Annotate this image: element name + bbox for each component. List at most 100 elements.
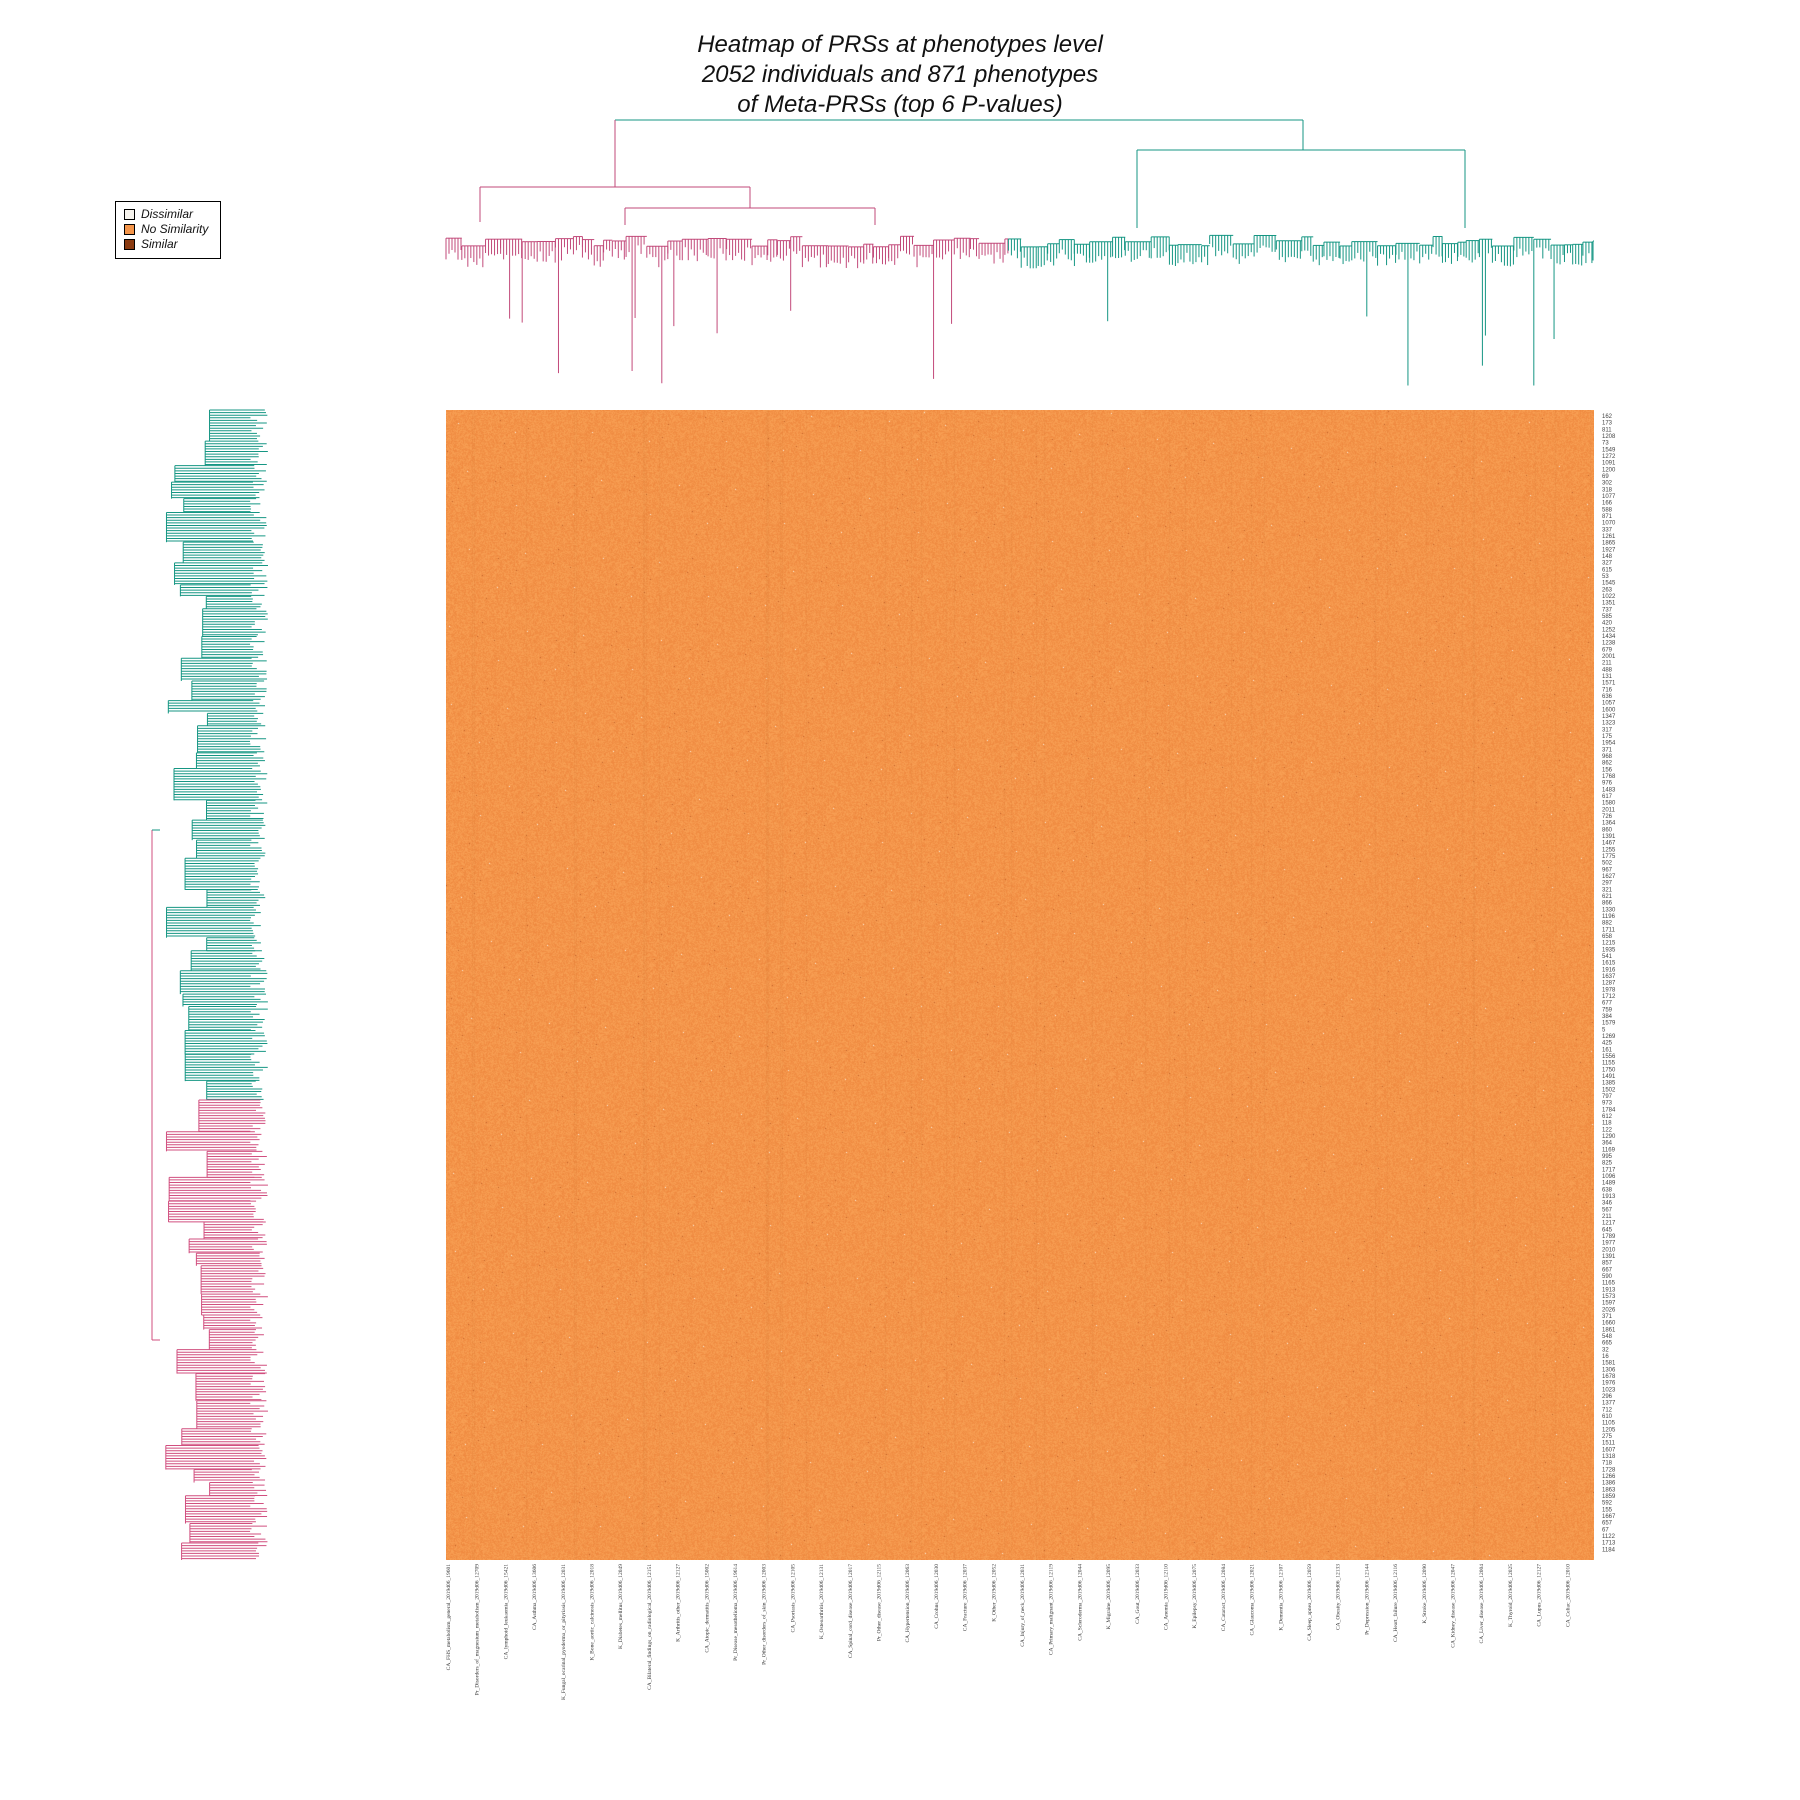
row-tick-label: 1597: [1602, 1301, 1616, 1307]
row-tick-label: 5: [1602, 1027, 1606, 1033]
row-tick-label: 548: [1602, 1334, 1613, 1340]
row-tick-label: 541: [1602, 954, 1613, 960]
column-tick-label: CA_Bilateral_findings_on_radiological_20…: [646, 1564, 653, 1690]
row-tick-label: 1330: [1602, 907, 1616, 913]
row-tick-label: 592: [1602, 1501, 1613, 1507]
row-tick-label: 1205: [1602, 1427, 1616, 1433]
column-tick-label: CA_FHS_metabolism_general_2019d06_19601: [446, 1564, 452, 1671]
column-tick-label: CA_Atopic_dermatitis_2019d06_15002: [704, 1564, 710, 1653]
row-tick-label: 1323: [1602, 721, 1616, 727]
row-tick-label: 1096: [1602, 1174, 1616, 1180]
row-tick-label: 1318: [1602, 1454, 1616, 1460]
row-tick-label: 1913: [1602, 1287, 1616, 1293]
row-tick-label: 2011: [1602, 807, 1616, 813]
row-tick-label: 811: [1602, 427, 1612, 433]
column-tick-label: CA_Spinal_cord_disease_2019d06_12017: [848, 1564, 854, 1658]
row-tick-label: 621: [1602, 894, 1613, 900]
row-tick-label: 1861: [1602, 1327, 1616, 1333]
row-tick-label: 1287: [1602, 981, 1616, 987]
column-tick-label: CA_Heart_failure_2019d06_12116: [1392, 1564, 1399, 1642]
row-tick-label: 1266: [1602, 1474, 1616, 1480]
row-tick-label: 1022: [1602, 594, 1616, 600]
row-tick-label: 1954: [1602, 741, 1616, 747]
legend-label-similar: Similar: [141, 237, 178, 251]
column-tick-label: K_Epilepsy_2019d06_12075: [1192, 1564, 1198, 1629]
row-tick-label: 567: [1602, 1207, 1613, 1213]
row-tick-label: 862: [1602, 761, 1613, 767]
row-tick-label: 1976: [1602, 1381, 1616, 1387]
row-tick-label: 657: [1602, 1521, 1613, 1527]
row-tick-label: 612: [1602, 1114, 1613, 1120]
row-tick-label: 1255: [1602, 847, 1616, 853]
row-tick-label: 1859: [1602, 1494, 1616, 1500]
column-tick-label: K_Diabetes_mellitus_2019d06_12049: [618, 1564, 624, 1649]
row-tick-label: 712: [1602, 1407, 1613, 1413]
row-tick-label: 1573: [1602, 1294, 1616, 1300]
column-tick-label: K_Thyroid_2019d06_12025: [1508, 1564, 1514, 1627]
row-tick-label: 118: [1602, 1121, 1612, 1127]
row-tick-label: 1784: [1602, 1107, 1616, 1113]
row-tick-label: 1711: [1602, 927, 1616, 933]
column-tick-label: K_Dementia_2019d06_12107: [1278, 1564, 1284, 1631]
row-tick-label: 737: [1602, 607, 1613, 613]
row-tick-label: 866: [1602, 901, 1613, 907]
chart-subtitle-line-1: 2052 individuals and 871 phenotypes: [701, 61, 1099, 88]
row-tick-label: 1667: [1602, 1514, 1616, 1520]
column-tick-label: CA_Injury_of_neck_2019d06_12031: [1019, 1564, 1026, 1647]
column-tick-label: Pr_Depression_2019d06_12144: [1364, 1564, 1370, 1635]
row-tick-label: 882: [1602, 921, 1613, 927]
row-tick-label: 1913: [1602, 1194, 1616, 1200]
row-tick-label: 973: [1602, 1101, 1613, 1107]
row-tick-label: 321: [1602, 887, 1613, 893]
row-tick-label: 67: [1602, 1527, 1609, 1533]
row-tick-label: 32: [1602, 1347, 1609, 1353]
row-tick-label: 131: [1602, 674, 1613, 680]
row-tick-label: 1208: [1602, 434, 1616, 440]
row-tick-label: 1155: [1602, 1061, 1616, 1067]
row-tick-label: 677: [1602, 1001, 1613, 1007]
row-tick-label: 871: [1602, 514, 1613, 520]
column-tick-label: CA_Lupus_2019d06_12127: [1537, 1564, 1543, 1627]
row-tick-label: 679: [1602, 647, 1613, 653]
row-tick-label: 1165: [1602, 1281, 1616, 1287]
row-tick-label: 296: [1602, 1394, 1613, 1400]
row-tick-label: 1927: [1602, 547, 1616, 553]
row-tick-label: 1511: [1602, 1441, 1616, 1447]
column-tick-label: Pr_Other_disease_2019d06_12115: [877, 1564, 883, 1641]
row-tick-label: 1434: [1602, 634, 1616, 640]
row-tick-label: 667: [1602, 1267, 1613, 1273]
row-tick-label: 318: [1602, 487, 1613, 493]
row-tick-label: 2026: [1602, 1307, 1616, 1313]
column-tick-label: K_Fungal_ocarinal_pyoderma_or_pityriasis…: [561, 1564, 567, 1700]
column-tick-label: CA_Anemia_2019d06_12110: [1164, 1564, 1170, 1630]
row-tick-label: 1215: [1602, 941, 1616, 947]
row-tick-label: 1728: [1602, 1467, 1616, 1473]
row-tick-label: 263: [1602, 587, 1613, 593]
row-tick-label: 585: [1602, 614, 1613, 620]
row-tick-label: 1290: [1602, 1134, 1616, 1140]
column-tick-label: CA_Glaucoma_2019d06_12021: [1250, 1564, 1256, 1636]
row-dendrogram: [151, 409, 268, 1560]
row-tick-label: 1122: [1602, 1534, 1616, 1540]
row-tick-label: 968: [1602, 754, 1613, 760]
column-tick-label: CA_Asthma_2019d06_13606: [532, 1564, 538, 1630]
row-tick-label: 166: [1602, 501, 1613, 507]
column-tick-label: Pr_Disorders_of_magnesium_metabolism_201…: [474, 1564, 481, 1696]
column-tick-label: CA_Cataract_2019d06_12084: [1221, 1564, 1227, 1631]
row-tick-label: 797: [1602, 1094, 1613, 1100]
column-tick-label: CA_Liver_disease_2019d06_12004: [1479, 1564, 1485, 1644]
row-tick-label: 1935: [1602, 947, 1616, 953]
row-tick-label: 53: [1602, 574, 1609, 580]
row-tick-label: 1364: [1602, 821, 1616, 827]
column-tick-label: CA_Hypertension_2019d06_12063: [905, 1564, 911, 1643]
row-tick-label: 860: [1602, 827, 1613, 833]
column-tick-label: Pr_Disease_mesothelioma_2019d06_19614: [733, 1564, 739, 1661]
row-tick-label: 2001: [1602, 654, 1616, 660]
row-tick-label: 1637: [1602, 974, 1616, 980]
row-tick-label: 1545: [1602, 581, 1616, 587]
row-tick-label: 162: [1602, 414, 1613, 420]
row-tick-label: 1916: [1602, 967, 1616, 973]
row-tick-label: 1579: [1602, 1021, 1616, 1027]
row-tick-label: 1217: [1602, 1221, 1616, 1227]
row-tick-label: 1549: [1602, 447, 1616, 453]
